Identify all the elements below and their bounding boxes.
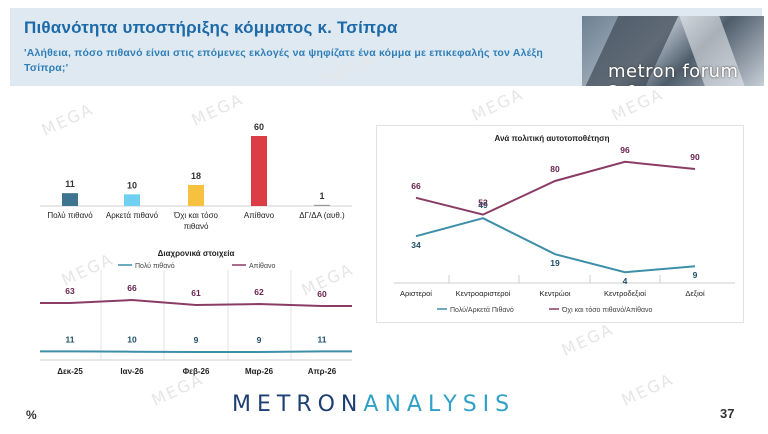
data-label: 66: [411, 181, 421, 191]
political-chart: Ανά πολιτική αυτοτοποθέτηση3449194966528…: [394, 134, 735, 314]
bar-value-label: 1: [319, 191, 324, 201]
data-label: 66: [127, 283, 137, 293]
bar: [124, 194, 140, 206]
percent-symbol: %: [26, 408, 37, 422]
page-subtitle: 'Αλήθεια, πόσο πιθανό είναι στις επόμενε…: [24, 47, 544, 74]
metron-forum-banner: metron forum 2.0: [582, 16, 764, 86]
legend-label: Πολύ/Αρκετά Πιθανό: [450, 306, 514, 314]
data-label: 62: [254, 287, 264, 297]
data-label: 49: [478, 200, 488, 210]
x-tick-label: Κεντροδεξιοί: [604, 289, 646, 298]
data-label: 96: [620, 145, 630, 155]
bar-category-label: Πολύ πιθανό: [47, 211, 93, 220]
x-tick-label: Ιαν-26: [120, 367, 144, 376]
x-tick-label: Απρ-26: [308, 367, 337, 376]
bar-category-label: πιθανό: [184, 222, 209, 231]
bar: [188, 185, 204, 206]
series-line: [415, 160, 696, 216]
legend-label: Πολύ πιθανό: [135, 262, 175, 270]
page-number: 37: [720, 406, 735, 421]
x-tick-label: Φεβ-26: [183, 367, 210, 376]
data-label: 90: [690, 152, 700, 162]
bar-category-label: Απίθανο: [244, 211, 275, 220]
bar-value-label: 18: [191, 171, 201, 181]
bar-value-label: 60: [254, 122, 264, 132]
data-label: 9: [194, 335, 199, 345]
bar-category-label: Αρκετά πιθανό: [106, 211, 159, 220]
page-title: Πιθανότητα υποστήριξης κόμματος κ. Τσίπρ…: [24, 18, 398, 37]
logo-part-analysis: ANALYSIS: [363, 392, 516, 417]
bar: [314, 204, 330, 206]
banner-brand-text: metron forum 2.0: [608, 61, 739, 86]
data-label: 10: [127, 335, 137, 345]
legend-label: Όχι και τόσο πιθανό/Απίθανο: [561, 306, 653, 314]
data-label: 80: [550, 164, 560, 174]
x-tick-label: Μαρ-26: [245, 367, 274, 376]
trend-chart-title: Διαχρονικά στοιχεία: [158, 249, 235, 258]
bar: [62, 193, 78, 206]
series-line: [415, 217, 696, 274]
data-label: 63: [65, 286, 75, 296]
header-panel: Πιθανότητα υποστήριξης κόμματος κ. Τσίπρ…: [10, 8, 764, 86]
bar-category-label: ΔΓ/ΔΑ (αυθ.): [299, 211, 345, 220]
metron-analysis-logo: METRONANALYSIS: [232, 392, 515, 417]
data-label: 52: [478, 198, 488, 208]
x-tick-label: Κεντρώοι: [539, 289, 570, 298]
trend-chart: Διαχρονικά στοιχεία Πολύ πιθανό Απίθανο 11 1…: [40, 249, 352, 376]
x-tick-label: Αριστεροί: [400, 289, 432, 298]
series-line: [40, 298, 352, 307]
bar-value-label: 10: [127, 180, 137, 190]
bar-category-label: Όχι και τόσο: [173, 211, 218, 220]
political-self-placement-panel: [376, 125, 744, 323]
data-label: 11: [66, 334, 75, 344]
political-chart-title: Ανά πολιτική αυτοτοποθέτηση: [494, 134, 609, 143]
data-label: 9: [693, 270, 698, 280]
data-label: 60: [317, 289, 327, 299]
data-label: 4: [623, 276, 628, 286]
legend-label: Απίθανο: [249, 262, 275, 270]
data-label: 11: [318, 334, 327, 344]
x-tick-label: Δεκ-25: [57, 367, 83, 376]
logo-part-metron: METRON: [232, 392, 364, 417]
data-label: 34: [411, 240, 421, 250]
data-label: 9: [257, 335, 262, 345]
data-label: 61: [191, 288, 201, 298]
bar-value-label: 11: [65, 179, 75, 189]
series-line: [40, 350, 352, 353]
bar: [251, 136, 267, 206]
bar-chart: 11 Πολύ πιθανό 10 Αρκετά πιθανό 18 Όχι και τό…: [40, 122, 352, 231]
x-tick-label: Κεντροαριστεροί: [456, 289, 511, 298]
data-label: 19: [550, 258, 560, 268]
x-tick-label: Δεξιοί: [685, 289, 705, 298]
